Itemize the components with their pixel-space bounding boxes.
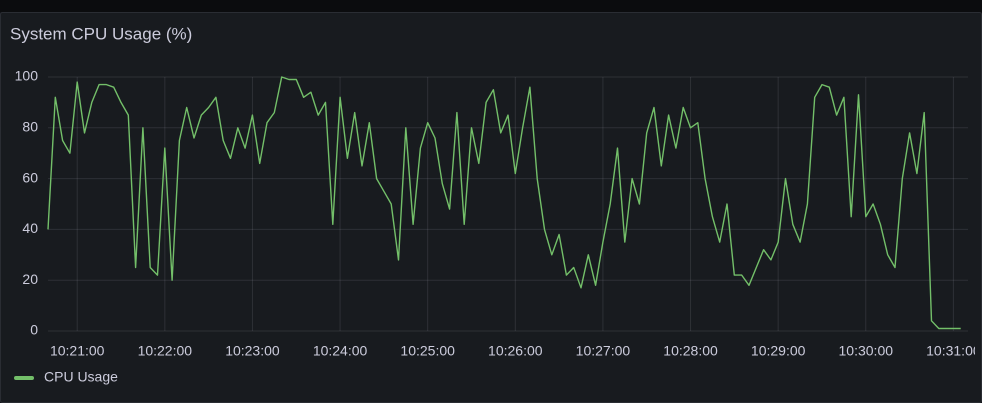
x-tick-label: 10:31:00	[926, 343, 981, 359]
data-line	[47, 76, 961, 330]
y-tick-label: 80	[22, 119, 38, 135]
x-tick-label: 10:21:00	[50, 343, 105, 359]
x-tick-label: 10:23:00	[225, 343, 280, 359]
y-tick-label: 0	[30, 322, 38, 338]
x-tick-label: 10:25:00	[400, 343, 455, 359]
top-strip	[0, 0, 982, 12]
x-tick-label: 10:24:00	[313, 343, 368, 359]
x-tick-label: 10:28:00	[663, 343, 718, 359]
y-tick-label: 60	[22, 169, 38, 185]
panel-title: System CPU Usage (%)	[10, 24, 192, 43]
y-tick-label: 20	[22, 271, 38, 287]
x-tick-label: 10:27:00	[576, 343, 631, 359]
y-tick-label: 40	[22, 220, 38, 236]
legend-label: CPU Usage	[44, 369, 118, 385]
x-tick-label: 10:22:00	[138, 343, 193, 359]
x-tick-label: 10:30:00	[839, 343, 894, 359]
x-tick-label: 10:29:00	[751, 343, 806, 359]
x-tick-label: 10:26:00	[488, 343, 543, 359]
y-tick-label: 100	[15, 68, 39, 84]
